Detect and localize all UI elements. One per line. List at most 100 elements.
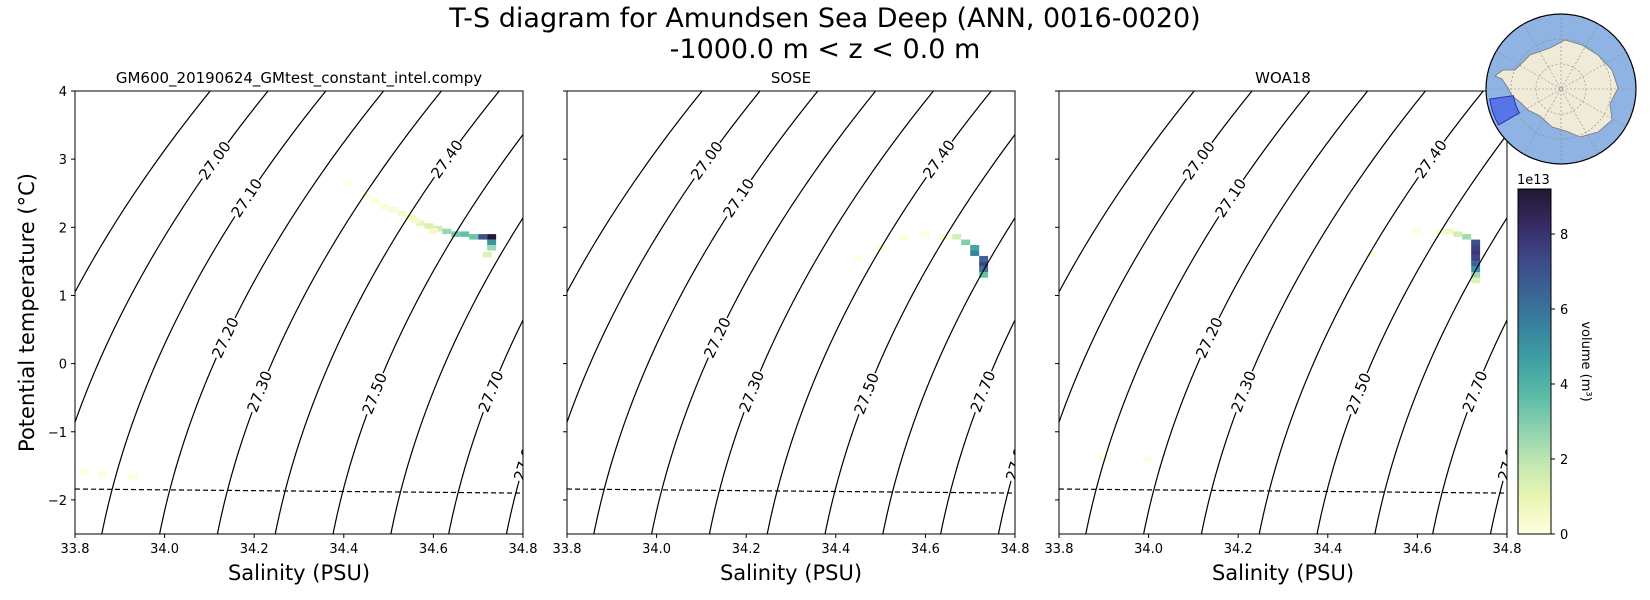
heatmap-cell <box>361 193 371 199</box>
heatmap-cell <box>442 228 452 235</box>
heatmap-cell <box>379 204 389 210</box>
heatmap-cell <box>460 231 470 237</box>
isopycnal-line <box>1114 91 1338 534</box>
x-tick-label: 34.6 <box>1403 542 1432 557</box>
colorbar-tick-label: 2 <box>1560 453 1568 468</box>
contour-label: 27.20 <box>208 314 243 361</box>
heatmap-cell <box>970 250 980 256</box>
contour-label-bg <box>1459 368 1491 415</box>
isopycnal-line <box>390 216 523 534</box>
heatmap-cell <box>428 227 438 234</box>
contour-label: 27.70 <box>475 368 508 415</box>
freezing-line <box>1059 488 1507 494</box>
isopycnal-line <box>101 91 327 534</box>
contour-label: 27.60 <box>543 136 583 181</box>
panel-2: 27.0027.1027.2027.3027.4027.5027.6027.70… <box>553 69 1338 585</box>
x-tick-label: 34.4 <box>821 542 850 557</box>
heatmap-cell <box>411 217 420 224</box>
heatmap-cell <box>1471 277 1481 284</box>
heatmap-cell <box>970 245 980 251</box>
x-tick-label: 33.8 <box>61 542 90 557</box>
x-tick-label: 34.4 <box>1313 542 1342 557</box>
inset-region <box>1489 95 1521 126</box>
heatmap-cell <box>388 206 398 213</box>
isopycnal-line <box>824 133 1015 534</box>
heatmap-cell <box>343 179 353 186</box>
x-tick-label: 34.4 <box>329 542 358 557</box>
panel-1: 27.0027.1027.2027.3027.4027.5027.6027.70… <box>15 69 648 585</box>
isopycnal-line <box>159 91 385 534</box>
contour-label-bg <box>1495 436 1507 484</box>
isopycnal-line <box>216 91 442 534</box>
heatmap-cell <box>1144 456 1154 462</box>
heatmap-cell <box>424 223 434 229</box>
isopycnal-line <box>1200 91 1426 534</box>
heatmap-cell <box>487 239 497 246</box>
contour-label: 27.30 <box>736 368 769 415</box>
contour-label: 27.50 <box>850 370 883 417</box>
contour-label-bg <box>736 368 768 415</box>
contour-label-bg <box>1035 137 1074 182</box>
heatmap-cell <box>1444 228 1454 235</box>
heatmap-cell <box>979 272 989 278</box>
contour-label-bg <box>359 370 391 417</box>
x-tick-label: 34.2 <box>1224 542 1253 557</box>
isopycnal-line <box>1606 91 1650 534</box>
x-tick-label: 34.2 <box>732 542 761 557</box>
heatmap-cell <box>979 255 989 262</box>
contour-label: 27.40 <box>919 136 959 181</box>
isopycnal-line <box>940 318 1015 534</box>
contour-label-bg <box>543 137 582 182</box>
colorbar-multiplier: 1e13 <box>1517 173 1550 188</box>
heatmap <box>853 231 989 278</box>
heatmap-cell <box>482 251 492 258</box>
x-tick-label: 34.8 <box>509 542 538 557</box>
heatmap-cell <box>920 231 930 237</box>
contour-label: 28.00 <box>619 463 648 509</box>
heatmap-cell <box>487 234 497 240</box>
isopycnal-line <box>1432 318 1507 534</box>
colorbar-gradient <box>1517 188 1552 535</box>
x-tick-label: 34.6 <box>911 542 940 557</box>
inset-meridian <box>1523 23 1599 155</box>
x-tick-label: 34.8 <box>1001 542 1030 557</box>
heatmap <box>1099 227 1481 462</box>
contour-label-bg <box>1212 175 1250 221</box>
isopycnal-line <box>1143 91 1369 534</box>
heatmap-cell <box>898 234 908 241</box>
panel-frame <box>566 90 1016 535</box>
heatmap-cell <box>97 471 107 477</box>
y-tick-label: 4 <box>59 85 67 100</box>
contour-label: 27.70 <box>967 368 1000 415</box>
heatmap-cell <box>1368 251 1378 258</box>
x-tick-label: 33.8 <box>553 542 582 557</box>
x-tick-label: 33.8 <box>1045 542 1074 557</box>
y-axis-label: Potential temperature (°C) <box>15 173 39 452</box>
figure-title-line2: -1000.0 m < z < 0.0 m <box>670 34 981 65</box>
isopycnal-line <box>332 133 523 534</box>
contour-label-bg <box>919 136 959 182</box>
isopycnal-line <box>651 91 877 534</box>
heatmap-cell <box>397 210 407 217</box>
x-tick-label: 34.6 <box>419 542 448 557</box>
x-tick-label: 34.8 <box>1493 542 1522 557</box>
inset-land <box>1494 39 1619 138</box>
contour-label: 27.40 <box>427 136 467 181</box>
contour-label: 27.90 <box>582 391 614 438</box>
isopycnal-line <box>593 91 819 534</box>
contour-label: 27.20 <box>700 314 735 361</box>
contour-label-bg <box>700 314 735 362</box>
contour-label-bg <box>1228 368 1260 415</box>
contour-label: 27.50 <box>358 370 391 417</box>
contour-label-bg <box>1343 370 1375 417</box>
x-axis-label: Salinity (PSU) <box>228 561 370 585</box>
contour-label-bg <box>475 368 507 415</box>
contour-label-bg <box>1411 136 1451 182</box>
contour-label: 27.20 <box>1192 314 1227 361</box>
contour-label-bg <box>720 175 758 221</box>
heatmap-cell <box>128 474 138 480</box>
isopycnal-line <box>1056 91 1280 534</box>
panel-frame <box>1058 90 1508 535</box>
panel-title: SOSE <box>771 69 811 87</box>
